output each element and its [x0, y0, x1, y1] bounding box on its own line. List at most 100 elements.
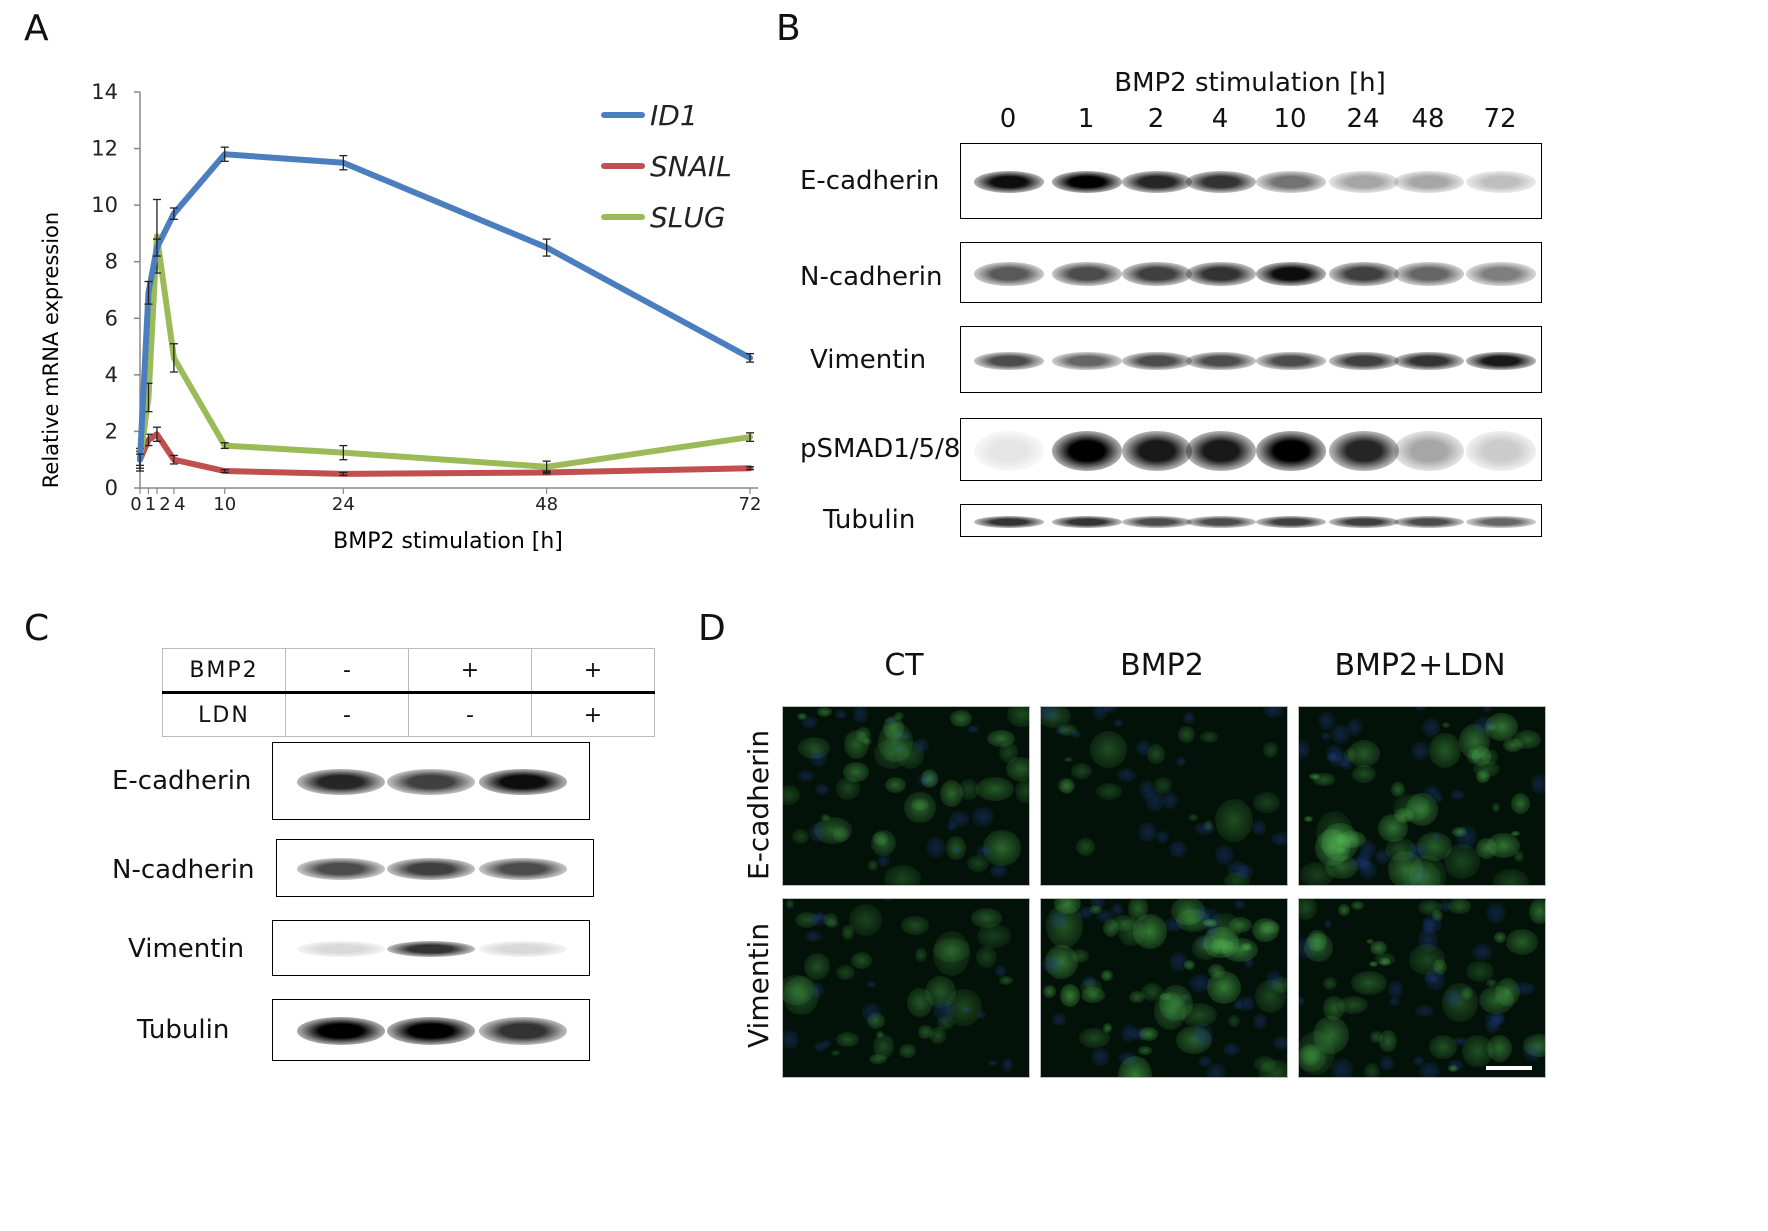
cell-spot	[866, 1012, 886, 1029]
cell-spot	[1233, 999, 1243, 1011]
cell-spot	[1467, 748, 1481, 764]
cell-spot	[1340, 758, 1353, 770]
cell-spot	[1356, 852, 1372, 868]
cell-spot	[1432, 909, 1443, 922]
cell-spot	[1494, 932, 1506, 943]
cell-spot	[1299, 996, 1305, 1006]
cell-spot	[1326, 745, 1343, 763]
cell-spot	[1325, 854, 1358, 880]
cell-spot	[1228, 1015, 1240, 1027]
cell-spot	[830, 1049, 841, 1056]
blot-band	[1052, 261, 1122, 286]
cell-spot	[932, 937, 970, 963]
cell-spot	[977, 924, 1011, 948]
blot-band	[479, 941, 567, 957]
cell-spot	[1120, 1024, 1138, 1042]
cell-spot	[1079, 1028, 1111, 1048]
cell-spot	[1453, 1036, 1467, 1046]
treatment-row-ldn: LDN - - +	[162, 692, 655, 737]
cell-spot	[1300, 862, 1334, 885]
cell-spot	[1138, 780, 1156, 799]
cell-spot	[873, 831, 889, 847]
cell-spot	[877, 854, 890, 867]
cell-spot	[1423, 784, 1441, 798]
cell-spot	[999, 976, 1013, 986]
cell-spot	[1326, 752, 1337, 763]
cell-spot	[1329, 751, 1351, 768]
cell-spot	[1083, 975, 1097, 990]
cell-spot	[976, 946, 998, 969]
cell-spot	[1236, 995, 1255, 1012]
cell-spot	[808, 747, 828, 767]
cell-spot	[894, 712, 904, 720]
series-line-slug	[137, 233, 753, 470]
cell-spot	[994, 964, 1007, 977]
cell-spot	[1090, 1047, 1110, 1067]
cell-spot	[1251, 918, 1279, 942]
fluorescence-image	[1298, 706, 1546, 886]
blot-band	[1329, 171, 1399, 193]
cell-spot	[1485, 712, 1518, 742]
blot-band	[1122, 515, 1192, 528]
cell-spot	[1363, 1063, 1381, 1077]
blot-band	[1256, 351, 1326, 370]
condition-header-ct: CT	[884, 648, 924, 683]
series-line-id1	[137, 151, 753, 463]
cell-spot	[1191, 935, 1221, 960]
x-tick-label: 24	[332, 494, 355, 515]
panel-label-c: C	[24, 608, 50, 649]
cell-spot	[1118, 919, 1145, 946]
cell-spot	[1432, 793, 1443, 803]
cell-spot	[1176, 1025, 1213, 1054]
cell-spot	[1137, 821, 1157, 842]
cell-spot	[898, 1044, 917, 1058]
blot-band	[974, 430, 1044, 471]
cell-spot	[1321, 823, 1359, 861]
cell-spot	[1129, 990, 1146, 1004]
cell-spot	[903, 791, 937, 824]
blot-band	[974, 515, 1044, 528]
cell-spot	[1050, 912, 1069, 929]
cell-spot	[1070, 762, 1092, 779]
blot-band	[1186, 515, 1256, 528]
cell-spot	[1194, 822, 1216, 835]
cell-spot	[867, 859, 879, 871]
cell-spot	[910, 798, 929, 811]
cell-spot	[1418, 900, 1443, 916]
cell-spot	[1203, 919, 1217, 928]
cell-spot	[1176, 757, 1186, 766]
legend-label: ID1	[650, 99, 698, 132]
legend-label: SLUG	[650, 201, 726, 234]
lane-label: 4	[1211, 104, 1229, 134]
y-tick-label: 2	[105, 419, 118, 443]
cell-spot	[1485, 1020, 1501, 1034]
cell-spot	[1088, 904, 1102, 915]
cell-spot	[1170, 899, 1206, 926]
y-tick-label: 10	[91, 193, 118, 217]
cell-spot	[1370, 940, 1387, 956]
cell-spot	[1135, 739, 1151, 756]
cell-spot	[1511, 830, 1520, 837]
cell-spot	[1330, 1057, 1353, 1077]
cell-spot	[1502, 738, 1523, 753]
cell-spot	[1271, 831, 1287, 846]
cell-spot	[1205, 929, 1216, 937]
cell-spot	[1447, 899, 1472, 915]
cell-spot	[1043, 985, 1056, 998]
cell-spot	[1485, 902, 1507, 924]
cell-spot	[966, 724, 979, 733]
blot-strip	[960, 143, 1542, 219]
cell-spot	[945, 836, 967, 860]
cell-spot	[1523, 1033, 1545, 1057]
cell-spot	[907, 988, 933, 1018]
cell-spot	[1118, 1052, 1137, 1065]
cell-spot	[1407, 842, 1428, 861]
cell-spot	[861, 1002, 881, 1023]
cell-spot	[1348, 739, 1380, 767]
cell-spot	[1450, 789, 1466, 801]
cell-spot	[1054, 899, 1082, 915]
cell-spot	[988, 1059, 997, 1066]
cell-spot	[958, 778, 979, 800]
cell-spot	[1041, 707, 1061, 722]
blot-band	[1052, 515, 1122, 528]
